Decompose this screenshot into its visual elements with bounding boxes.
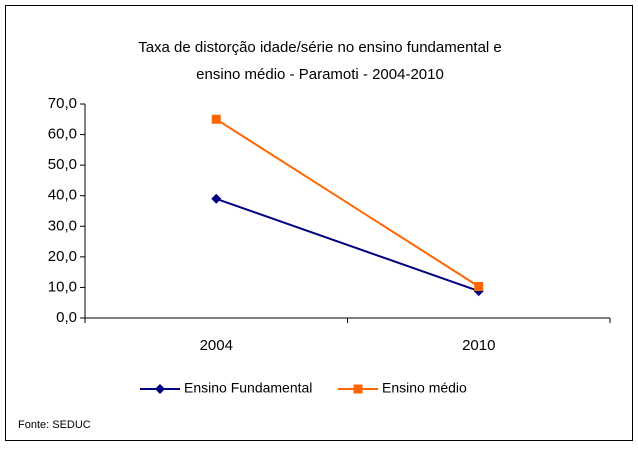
chart-frame (5, 5, 633, 441)
y-tick-label: 30,0 (48, 217, 77, 234)
y-tick-label: 40,0 (48, 187, 77, 204)
series-line (215, 197, 480, 293)
x-tick-label: 2004 (200, 337, 233, 354)
legend-label: Ensino médio (382, 380, 467, 396)
source-note: Fonte: SEDUC (18, 419, 91, 431)
y-tick-label: 70,0 (48, 95, 77, 112)
marker (155, 384, 165, 394)
marker (211, 114, 221, 124)
y-tick-label: 50,0 (48, 156, 77, 173)
legend-label: Ensino Fundamental (184, 380, 312, 396)
marker (211, 193, 222, 204)
marker (353, 384, 363, 394)
y-tick-label: 10,0 (48, 278, 77, 295)
marker (474, 282, 484, 292)
y-tick-label: 0,0 (56, 309, 77, 326)
series-line (215, 118, 480, 288)
y-tick-label: 60,0 (48, 126, 77, 143)
y-tick-label: 20,0 (48, 248, 77, 265)
chart-title: Taxa de distorção idade/série no ensino … (138, 39, 502, 56)
chart-title: ensino médio - Paramoti - 2004-2010 (196, 66, 444, 83)
x-tick-label: 2010 (462, 337, 495, 354)
